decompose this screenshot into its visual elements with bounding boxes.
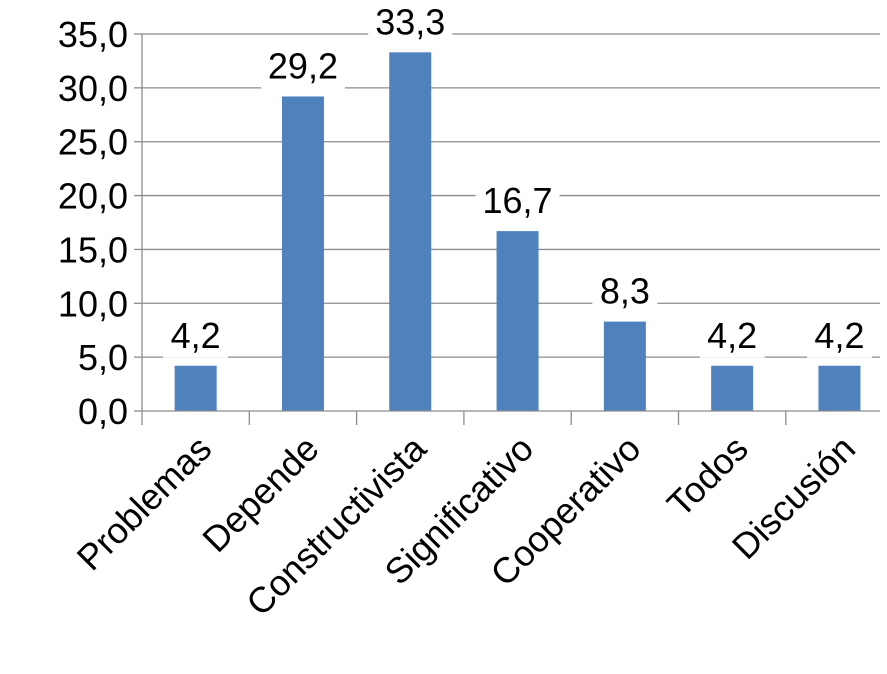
data-label-background bbox=[260, 46, 345, 89]
data-label-background bbox=[699, 315, 765, 358]
bar bbox=[389, 52, 432, 411]
y-tick-label: 10,0 bbox=[58, 283, 128, 324]
y-axis-tick-labels: 0,0 5,0 10,0 15,0 20,0 25,0 30,0 35,0 bbox=[58, 14, 128, 432]
y-tick-label: 30,0 bbox=[58, 68, 128, 109]
x-tick-label: Problemas bbox=[69, 428, 220, 579]
y-tick-label: 25,0 bbox=[58, 122, 128, 163]
data-label-background bbox=[368, 2, 453, 45]
data-label: 33,3 bbox=[375, 1, 445, 42]
bars bbox=[174, 52, 861, 411]
y-tick-label: 15,0 bbox=[58, 229, 128, 270]
y-tick-label: 0,0 bbox=[78, 391, 128, 432]
y-tick-label: 5,0 bbox=[78, 337, 128, 378]
x-tick-label: Todos bbox=[659, 428, 756, 525]
data-label: 4,2 bbox=[814, 315, 864, 356]
data-label: 4,2 bbox=[707, 315, 757, 356]
data-label: 16,7 bbox=[483, 180, 553, 221]
data-label: 29,2 bbox=[268, 45, 338, 86]
data-label-background bbox=[163, 315, 229, 358]
bar bbox=[818, 365, 861, 411]
bar bbox=[496, 231, 539, 411]
bar bbox=[711, 365, 754, 411]
data-labels: 4,2 29,2 33,3 16,7 8,3 4,2 4,2 bbox=[163, 1, 872, 358]
data-label-background bbox=[592, 271, 658, 314]
x-axis-tick-labels: ProblemasDependeConstructivistaSignifica… bbox=[69, 427, 863, 624]
y-tick-label: 35,0 bbox=[58, 14, 128, 55]
data-label-background bbox=[806, 315, 872, 358]
bar bbox=[603, 321, 646, 411]
bar bbox=[281, 96, 324, 411]
y-tick-label: 20,0 bbox=[58, 176, 128, 217]
data-label: 8,3 bbox=[600, 271, 650, 312]
bar bbox=[174, 365, 217, 411]
data-label: 4,2 bbox=[171, 315, 221, 356]
axes bbox=[134, 33, 880, 425]
data-label-background bbox=[475, 181, 560, 224]
